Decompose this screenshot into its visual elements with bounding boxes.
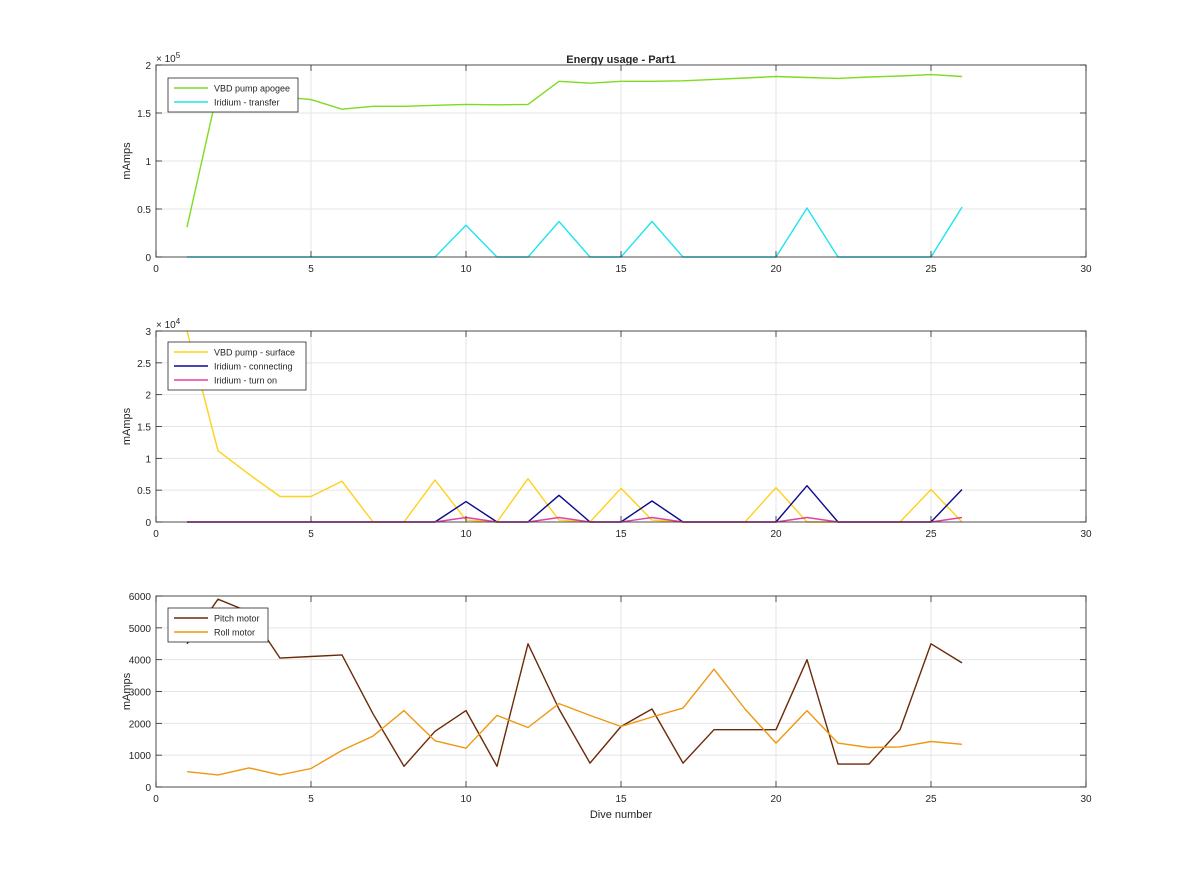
y-tick-label: 3 — [145, 327, 151, 338]
x-tick-label: 10 — [460, 529, 472, 540]
y-tick-label: 4000 — [129, 656, 152, 667]
legend-box — [167, 77, 299, 113]
legend-entry: Pitch motor — [214, 614, 260, 624]
legend-entry: VBD pump - surface — [214, 348, 295, 358]
y-tick-label: 0 — [145, 253, 151, 264]
x-tick-label: 30 — [1080, 529, 1092, 540]
x-tick-label: 5 — [308, 794, 314, 805]
y-tick-label: 1000 — [129, 751, 152, 762]
x-tick-label: 0 — [153, 264, 159, 275]
x-tick-label: 20 — [770, 794, 782, 805]
x-tick-label: 15 — [615, 264, 627, 275]
x-tick-label: 5 — [308, 529, 314, 540]
y-tick-label: 1 — [145, 454, 151, 465]
y-tick-label: 6000 — [129, 592, 152, 603]
x-tick-label: 20 — [770, 529, 782, 540]
x-tick-label: 15 — [615, 529, 627, 540]
y-tick-label: 5000 — [129, 624, 152, 635]
x-tick-label: 25 — [925, 794, 937, 805]
x-tick-label: 10 — [460, 264, 472, 275]
legend-box — [167, 607, 269, 643]
y-tick-label: 0.5 — [137, 486, 151, 497]
x-tick-label: 0 — [153, 794, 159, 805]
x-tick-label: 5 — [308, 264, 314, 275]
series-line-vbd-pump-apogee — [186, 73, 963, 228]
y-tick-label: 0 — [145, 518, 151, 529]
x-tick-label: 0 — [153, 529, 159, 540]
y-axis-label: mAmps — [121, 142, 133, 180]
y-tick-label: 2 — [145, 61, 151, 72]
subplot-1: 0 5 10 15 20 25 30 0 0.5 1 1.5 2 × 105 mAmps VBD pump … — [121, 51, 1092, 275]
y-axis-label: mAmps — [121, 407, 133, 445]
legend-entry: Iridium - connecting — [214, 362, 293, 372]
axis-exponent-label: × 105 — [156, 51, 181, 65]
y-tick-label: 1.5 — [137, 109, 151, 120]
x-tick-label: 20 — [770, 264, 782, 275]
series-line-roll-motor — [186, 668, 963, 776]
y-tick-label: 3000 — [129, 688, 152, 699]
figure-title: Energy usage - Part1 — [566, 54, 675, 66]
series-line-pitch-motor — [186, 598, 963, 767]
y-tick-label: 0.5 — [137, 205, 151, 216]
y-tick-label: 2 — [145, 391, 151, 402]
x-axis-label: Dive number — [590, 809, 653, 821]
y-tick-label: 1.5 — [137, 423, 151, 434]
legend-entry: Roll motor — [214, 628, 255, 638]
y-tick-label: 1 — [145, 157, 151, 168]
x-tick-label: 25 — [925, 529, 937, 540]
x-tick-label: 10 — [460, 794, 472, 805]
subplot-3: 0 5 10 15 20 25 30 0 1000 2000 3000 4000 5000 6000 mAm… — [121, 592, 1092, 805]
x-tick-label: 30 — [1080, 264, 1092, 275]
y-axis-label: mAmps — [121, 672, 133, 710]
legend-entry: Iridium - transfer — [214, 98, 280, 108]
subplot-2: 0 5 10 15 20 25 30 0 0.5 1 1.5 2 2.5 3 × 104 mAmps VBD p… — [121, 317, 1092, 540]
y-tick-label: 0 — [145, 783, 151, 794]
axis-exponent-label: × 104 — [156, 317, 181, 331]
legend-entry: VBD pump apogee — [214, 84, 290, 94]
x-tick-label: 25 — [925, 264, 937, 275]
x-tick-label: 15 — [615, 794, 627, 805]
y-tick-label: 2000 — [129, 719, 152, 730]
legend-entry: Iridium - turn on — [214, 376, 277, 386]
x-tick-label: 30 — [1080, 794, 1092, 805]
y-tick-label: 2.5 — [137, 359, 151, 370]
